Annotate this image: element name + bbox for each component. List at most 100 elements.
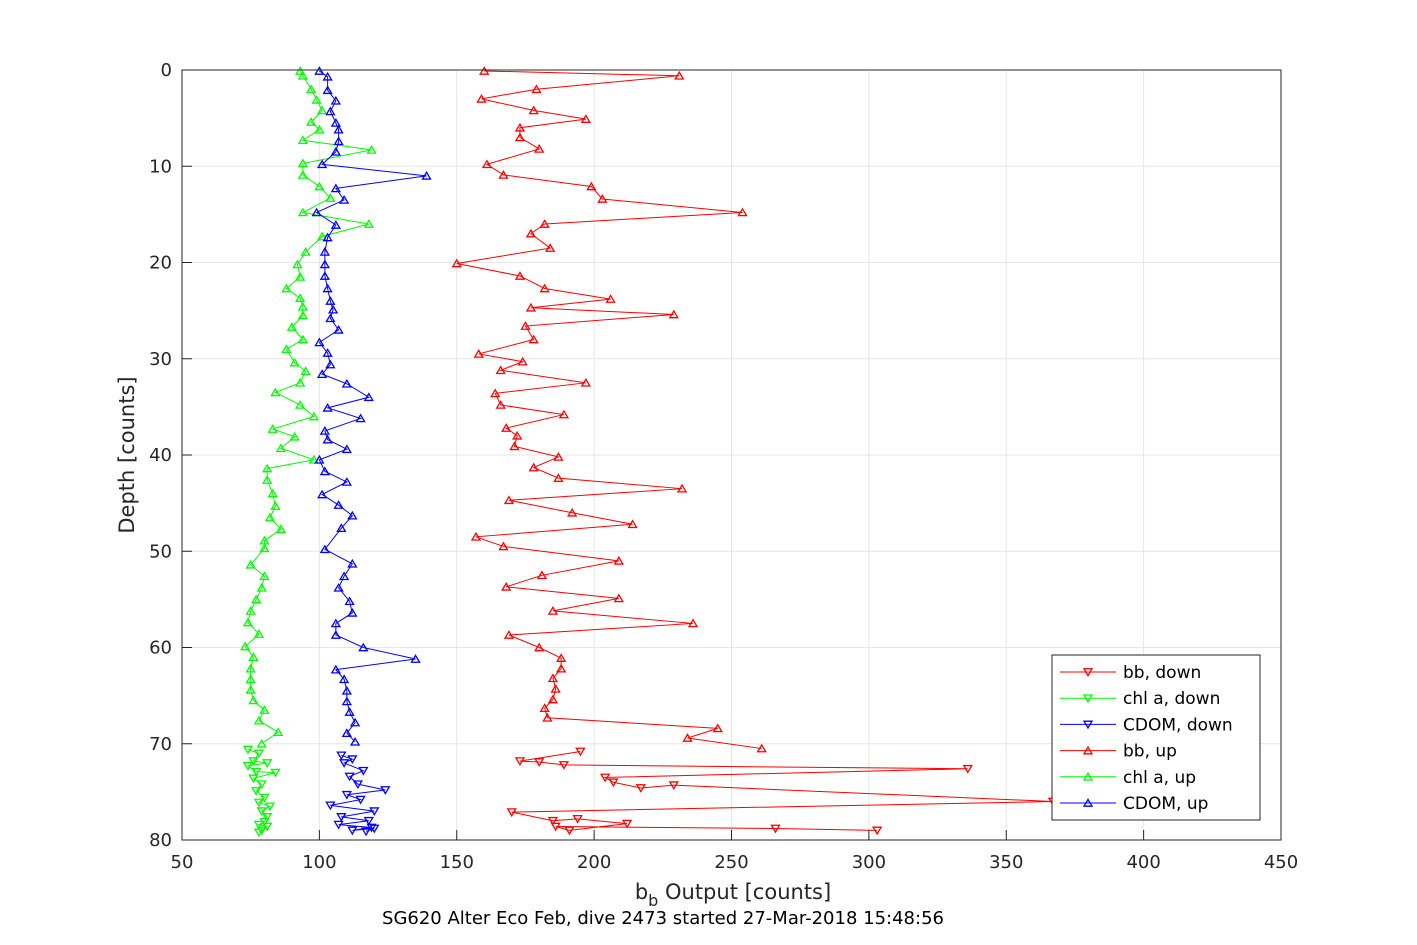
data-point [341,790,352,800]
data-point [259,793,270,803]
data-point [253,629,265,638]
data-point [536,570,548,580]
data-point [300,366,311,376]
legend-label: CDOM, up [1123,794,1208,814]
data-point [547,606,559,615]
data-point [338,674,350,684]
data-point [245,559,256,569]
data-point [547,816,559,826]
y-tick-label: 60 [149,638,172,659]
data-point [256,826,267,836]
y-tick-label: 40 [149,445,172,466]
data-point [319,259,331,269]
data-point [297,310,309,320]
data-point [314,181,325,191]
data-point [240,641,251,651]
data-point [253,715,265,725]
data-point [322,71,333,81]
data-point [528,334,539,344]
data-point [325,106,336,116]
data-point [564,826,575,836]
data-point [295,272,306,281]
data-point [349,736,361,746]
tick-labels: 50 100 150 200 250 300 350 400 450 0 10 20 30 40 50 60 7… [149,60,1298,873]
data-point [558,761,570,770]
data-point [297,135,309,145]
chart-title: SG620 Alter Eco Feb, dive 2473 started 2… [382,908,944,929]
data-point [330,220,341,229]
data-point [597,194,608,203]
data-point [608,778,619,788]
data-point [311,207,322,217]
data-point [319,544,331,554]
data-point [514,132,526,142]
data-point [355,413,366,423]
data-point [347,607,358,617]
data-point [327,304,339,314]
data-point [262,813,273,822]
data-point [668,781,679,791]
data-point [281,283,292,293]
data-point [341,728,352,738]
data-point [242,762,254,771]
x-tick-label: 50 [171,852,194,873]
data-point [253,749,265,759]
data-point [495,400,506,409]
data-point [316,231,328,241]
legend-label: bb, up [1123,742,1177,762]
data-point [330,118,341,127]
data-point [358,766,369,776]
data-point [547,694,559,704]
data-point [281,344,292,353]
data-point [344,707,355,716]
data-point [341,685,352,695]
data-point [495,365,506,375]
data-point [360,827,372,837]
data-point [322,434,333,444]
data-point [613,593,624,603]
data-point [575,747,586,757]
data-point [501,581,512,591]
x-tick-label: 300 [852,852,886,873]
data-point [251,767,262,777]
data-point [539,283,550,293]
x-tick-label: 250 [714,852,748,873]
data-point [242,617,254,627]
data-point [509,441,520,451]
series-4 [451,66,767,753]
data-point [330,618,341,628]
data-point [330,95,341,105]
data-point [349,717,361,727]
data-point [363,392,374,402]
series-6 [311,66,432,746]
data-point [476,93,487,103]
data-point [498,170,509,179]
data-point [248,652,259,661]
data-point [251,787,262,796]
data-point [300,247,311,256]
data-point [297,158,309,168]
data-point [501,423,512,432]
data-point [297,70,309,80]
data-point [267,488,278,498]
legend-label: chl a, down [1123,689,1220,709]
data-point [668,309,679,319]
data-point [251,594,262,604]
data-point [319,466,331,476]
data-point [341,696,352,706]
data-point [514,757,526,766]
data-point [506,808,517,817]
data-point [534,642,545,652]
data-point [248,757,259,766]
data-point [297,301,309,311]
data-point [322,402,333,412]
data-point [336,751,347,761]
x-tick-label: 100 [302,852,336,873]
data-point [322,232,333,242]
legend-marker [1082,694,1094,704]
data-point [336,813,347,822]
data-point [319,271,331,280]
legend-label: bb, down [1123,663,1201,683]
data-point [330,183,341,193]
